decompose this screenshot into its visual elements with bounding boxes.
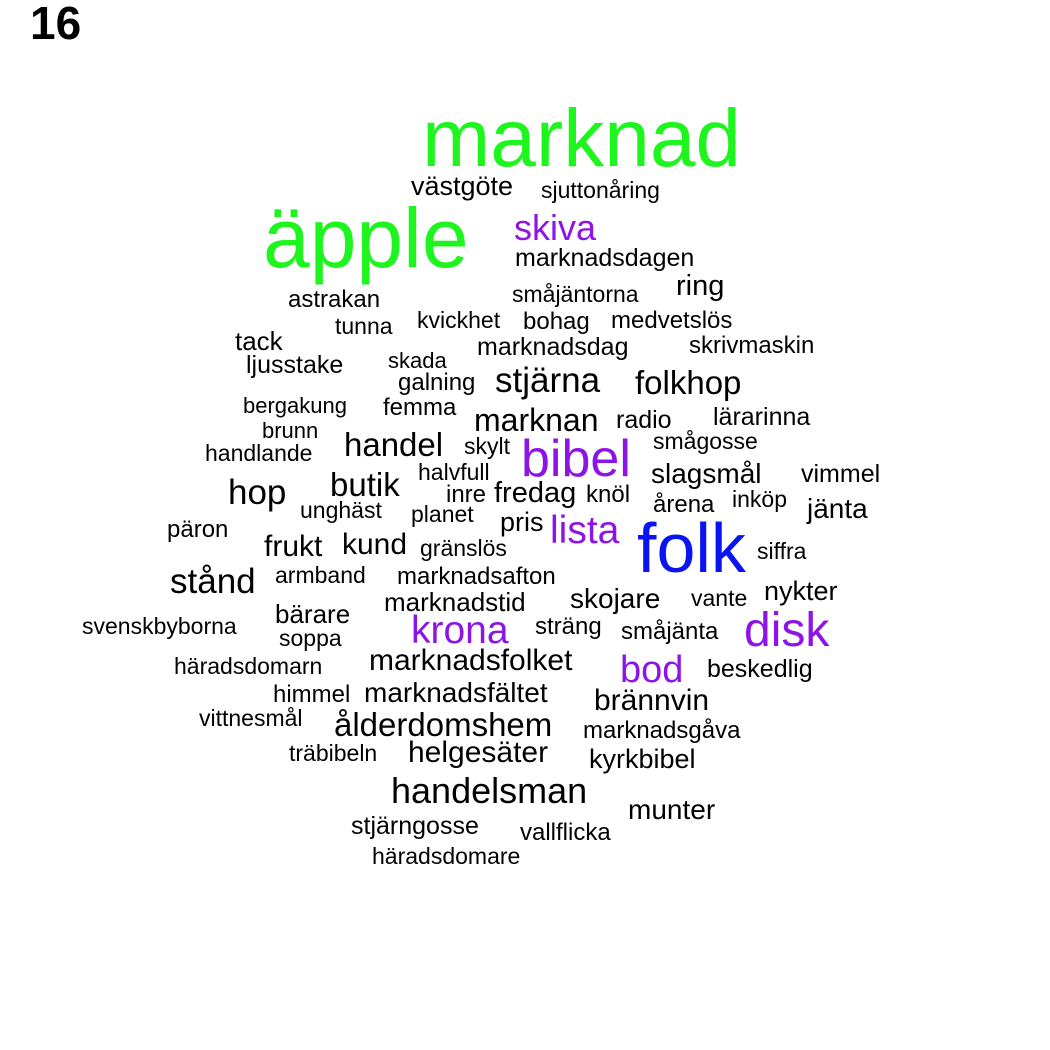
word-folk: folk — [637, 509, 746, 587]
word-vimmel: vimmel — [801, 460, 881, 488]
word-inkop: inköp — [732, 486, 787, 512]
word-marknad: marknad — [422, 93, 742, 184]
word-bergakung: bergakung — [243, 393, 347, 418]
word-galning: galning — [398, 369, 476, 396]
word-tack: tack — [235, 326, 283, 356]
word-sjuttonaring: sjuttonåring — [541, 177, 660, 203]
word-folkhop: folkhop — [635, 364, 742, 401]
word-medvetslos: medvetslös — [611, 307, 733, 334]
word-haradsdomare: häradsdomare — [372, 843, 521, 869]
word-nykter: nykter — [764, 576, 838, 606]
panel-number: 16 — [30, 0, 82, 49]
word-marknan: marknan — [474, 402, 599, 438]
word-vastgote: västgöte — [411, 171, 514, 201]
word-stjarngosse: stjärngosse — [351, 812, 479, 840]
word-bod: bod — [620, 649, 684, 691]
word-lararinna: lärarinna — [713, 403, 811, 431]
word-svenskbyborna: svenskbyborna — [82, 613, 237, 639]
word-vallflicka: vallflicka — [520, 819, 611, 846]
word-marknadsfaltet: marknadsfältet — [364, 677, 548, 708]
word-trabibeln: träbibeln — [289, 740, 378, 766]
word-paron: päron — [167, 516, 229, 543]
word-marknadsfolket: marknadsfolket — [369, 644, 573, 677]
word-strang: sträng — [535, 613, 602, 640]
word-handel: handel — [344, 426, 444, 463]
word-munter: munter — [628, 794, 716, 825]
word-tunna: tunna — [335, 313, 393, 339]
word-handlande: handlande — [205, 440, 313, 466]
word-bohag: bohag — [523, 308, 590, 335]
word-butik: butik — [330, 466, 400, 503]
word-vante: vante — [691, 585, 748, 611]
word-hop: hop — [228, 473, 287, 512]
word-smajantorna: småjäntorna — [512, 281, 639, 307]
word-lista: lista — [550, 509, 620, 552]
word-skiva: skiva — [514, 207, 597, 248]
word-arena: årena — [653, 491, 715, 518]
word-unghast: unghäst — [300, 497, 382, 523]
word-beskedlig: beskedlig — [707, 655, 813, 683]
word-vittnesmal: vittnesmål — [199, 705, 303, 731]
word-krona: krona — [411, 609, 509, 652]
word-skada: skada — [388, 348, 447, 373]
word-smajanta: småjänta — [621, 618, 719, 645]
word-smagosse: smågosse — [653, 428, 758, 454]
word-kund: kund — [342, 528, 408, 561]
word-disk: disk — [744, 604, 830, 657]
word-skylt: skylt — [464, 433, 510, 459]
word-frukt: frukt — [264, 530, 323, 563]
word-marknadsdagen: marknadsdagen — [515, 244, 695, 272]
word-marknadstid: marknadstid — [384, 587, 526, 617]
word-granslos: gränslös — [420, 535, 507, 561]
word-skrivmaskin: skrivmaskin — [689, 332, 815, 359]
word-femma: femma — [383, 394, 457, 421]
word-marknadsdag: marknadsdag — [477, 333, 629, 361]
word-helgesater: helgesäter — [408, 736, 549, 769]
word-kvickhet: kvickhet — [417, 307, 501, 333]
word-brunn: brunn — [262, 418, 319, 443]
word-skojare: skojare — [570, 583, 661, 614]
word-radio: radio — [616, 406, 672, 434]
word-bibel: bibel — [521, 430, 631, 488]
word-fredag: fredag — [494, 477, 577, 509]
word-soppa: soppa — [279, 625, 342, 651]
word-pris: pris — [500, 507, 544, 537]
word-stand: stånd — [170, 562, 256, 601]
word-halvfull: halvfull — [418, 459, 490, 485]
word-stjarna: stjärna — [495, 361, 601, 400]
word-armband: armband — [275, 562, 366, 588]
word-ring: ring — [676, 270, 725, 302]
word-slagsmal: slagsmål — [651, 458, 762, 489]
word-barare: bärare — [275, 599, 351, 629]
word-planet: planet — [411, 501, 474, 527]
word-astrakan: astrakan — [288, 286, 381, 313]
word-alderdomshem: ålderdomshem — [334, 706, 553, 743]
word-ljusstake: ljusstake — [246, 351, 344, 379]
word-marknadsafton: marknadsafton — [397, 563, 556, 590]
word-marknadsgava: marknadsgåva — [583, 717, 741, 744]
word-brannvin: brännvin — [594, 684, 710, 717]
word-janta: jänta — [807, 493, 868, 524]
word-knol: knöl — [586, 481, 631, 508]
word-haradsdomarn: häradsdomarn — [174, 653, 323, 679]
word-apple: äpple — [263, 191, 469, 285]
word-handelsman: handelsman — [391, 770, 588, 811]
word-himmel: himmel — [273, 681, 351, 708]
word-inre: inre — [446, 481, 487, 508]
word-kyrkbibel: kyrkbibel — [589, 744, 696, 774]
word-siffra: siffra — [757, 538, 807, 564]
